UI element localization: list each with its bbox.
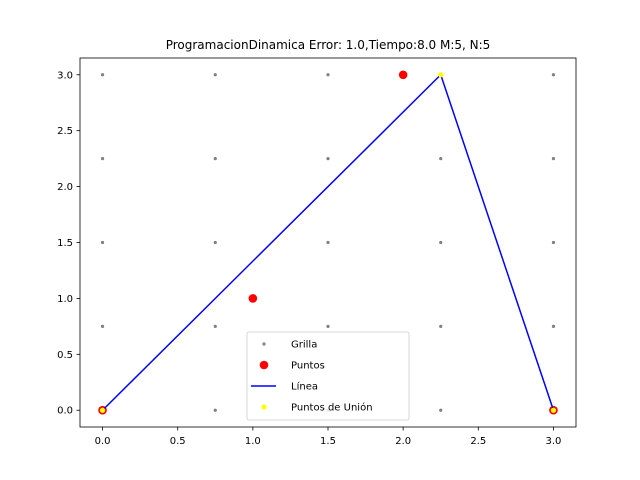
x-tick-label: 3.0 bbox=[546, 436, 562, 447]
grid-point bbox=[326, 73, 330, 77]
y-tick-label: 2.0 bbox=[57, 182, 73, 193]
legend: Grilla Puntos Línea Puntos de Unión bbox=[246, 331, 410, 421]
legend-box bbox=[246, 331, 410, 421]
grid-point bbox=[213, 240, 217, 245]
legend-label: Puntos de Unión bbox=[291, 402, 373, 414]
y-tick-label: 1.5 bbox=[57, 238, 73, 249]
legend-label: Puntos bbox=[291, 361, 325, 372]
legend-label: Línea bbox=[291, 381, 318, 393]
grid-point bbox=[439, 240, 443, 245]
legend-marker bbox=[261, 404, 267, 410]
x-tick-label: 1.0 bbox=[245, 436, 261, 447]
x-tick-label: 1.5 bbox=[320, 436, 336, 447]
data-point bbox=[398, 70, 408, 80]
junction-point bbox=[550, 407, 557, 413]
grid-point bbox=[100, 73, 105, 77]
chart-title: ProgramacionDinamica Error: 1.0,Tiempo:8… bbox=[166, 38, 491, 52]
data-point bbox=[248, 294, 258, 303]
grid-point bbox=[551, 240, 556, 245]
grid-point bbox=[326, 324, 330, 328]
y-tick-label: 1.0 bbox=[57, 294, 73, 305]
grid-point bbox=[551, 324, 556, 328]
y-tick-label: 2.5 bbox=[57, 126, 73, 137]
legend-label: Grilla bbox=[291, 340, 317, 351]
grid-point bbox=[213, 157, 217, 161]
junction-point bbox=[99, 407, 106, 413]
y-tick-label: 0.0 bbox=[57, 406, 73, 417]
grid-point bbox=[213, 324, 217, 328]
grid-point bbox=[439, 324, 443, 328]
x-tick-label: 2.5 bbox=[470, 436, 486, 447]
x-tick-label: 0.0 bbox=[95, 436, 111, 447]
junction-point bbox=[438, 72, 444, 78]
grid-point bbox=[439, 157, 443, 161]
grid-point bbox=[439, 408, 443, 412]
grid-point bbox=[100, 324, 105, 328]
legend-marker bbox=[259, 360, 269, 370]
grid-point bbox=[213, 73, 217, 77]
grid-point bbox=[551, 73, 556, 77]
y-tick-label: 0.5 bbox=[57, 350, 73, 361]
grid-point bbox=[100, 157, 105, 161]
grid-point bbox=[213, 408, 217, 412]
x-axis: 0.0 0.5 1.0 1.5 2.0 2.5 3.0 bbox=[95, 427, 562, 447]
x-tick-label: 2.0 bbox=[395, 436, 411, 447]
y-tick-label: 3.0 bbox=[57, 70, 73, 81]
grid-point bbox=[100, 240, 105, 245]
grid-point bbox=[326, 157, 330, 161]
grid-point bbox=[551, 157, 556, 161]
x-tick-label: 0.5 bbox=[170, 436, 186, 447]
legend-marker bbox=[262, 342, 266, 346]
y-axis: 0.0 0.5 1.0 1.5 2.0 2.5 3.0 bbox=[57, 70, 80, 417]
grid-point bbox=[326, 240, 330, 245]
